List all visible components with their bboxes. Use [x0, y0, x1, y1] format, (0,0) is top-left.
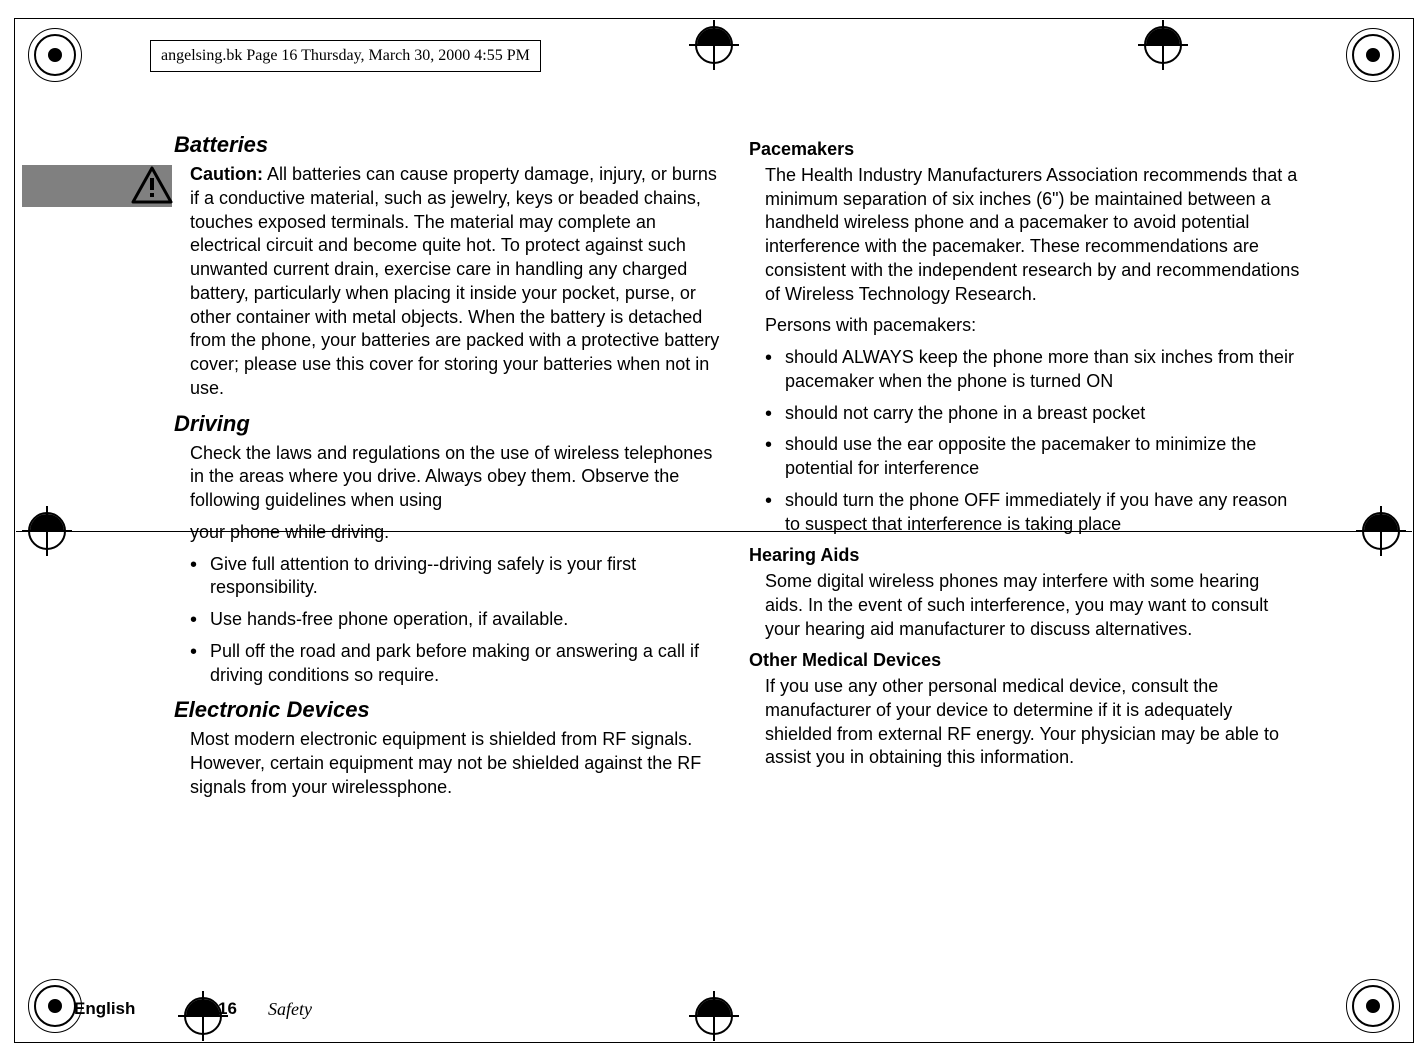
footer-chapter: Safety — [268, 999, 312, 1020]
list-item: Use hands-free phone operation, if avail… — [190, 608, 725, 632]
caution-label: Caution: — [190, 164, 263, 184]
heading-hearing-aids: Hearing Aids — [749, 544, 1300, 568]
para-driving-2: your phone while driving. — [190, 521, 725, 545]
target-icon — [1346, 28, 1400, 82]
reg-mark-top — [689, 20, 739, 70]
para-electronic: Most modern electronic equipment is shie… — [190, 728, 725, 799]
target-icon — [28, 28, 82, 82]
para-driving-1: Check the laws and regulations on the us… — [190, 442, 725, 513]
list-item: should turn the phone OFF immediately if… — [765, 489, 1300, 537]
para-other: If you use any other personal medical de… — [765, 675, 1300, 770]
pacemaker-bullets: should ALWAYS keep the phone more than s… — [765, 346, 1300, 536]
heading-batteries: Batteries — [174, 130, 725, 159]
crop-mark-top-left — [28, 28, 82, 82]
right-column: Pacemakers The Health Industry Manufactu… — [765, 130, 1300, 808]
reg-mark-bottom — [689, 991, 739, 1041]
para-hearing: Some digital wireless phones may interfe… — [765, 570, 1300, 641]
body-content: Batteries Caution: All batteries can cau… — [190, 130, 1300, 808]
para-batteries: Caution: All batteries can cause propert… — [190, 163, 725, 401]
driving-bullets: Give full attention to driving--driving … — [190, 553, 725, 688]
caution-icon — [130, 164, 174, 208]
list-item: should use the ear opposite the pacemake… — [765, 433, 1300, 481]
heading-electronic-devices: Electronic Devices — [174, 695, 725, 724]
reg-mark-top-right-inner — [1138, 20, 1188, 70]
para-batteries-text: All batteries can cause property damage,… — [190, 164, 719, 398]
left-column: Batteries Caution: All batteries can cau… — [190, 130, 725, 808]
list-item: Pull off the road and park before making… — [190, 640, 725, 688]
running-header-text: angelsing.bk Page 16 Thursday, March 30,… — [161, 47, 530, 64]
para-pacemakers-1: The Health Industry Manufacturers Associ… — [765, 164, 1300, 307]
heading-pacemakers: Pacemakers — [749, 138, 1300, 162]
para-pacemakers-2: Persons with pacemakers: — [765, 314, 1300, 338]
crop-mark-bottom-right — [1346, 979, 1400, 1033]
footer-language: English — [74, 999, 135, 1019]
crop-mark-top-right — [1346, 28, 1400, 82]
heading-other-medical: Other Medical Devices — [749, 649, 1300, 673]
list-item: should not carry the phone in a breast p… — [765, 402, 1300, 426]
heading-driving: Driving — [174, 409, 725, 438]
running-header-box: angelsing.bk Page 16 Thursday, March 30,… — [150, 40, 541, 72]
target-icon — [1346, 979, 1400, 1033]
list-item: Give full attention to driving--driving … — [190, 553, 725, 601]
footer-page-number: 16 — [218, 999, 237, 1019]
list-item: should ALWAYS keep the phone more than s… — [765, 346, 1300, 394]
